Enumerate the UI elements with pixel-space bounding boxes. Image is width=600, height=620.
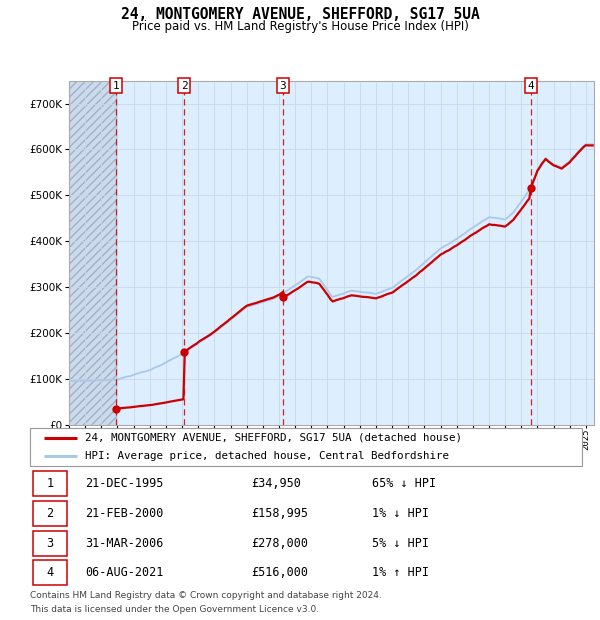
- FancyBboxPatch shape: [33, 471, 67, 496]
- Text: 2: 2: [46, 507, 53, 520]
- Text: 31-MAR-2006: 31-MAR-2006: [85, 537, 164, 549]
- Text: 06-AUG-2021: 06-AUG-2021: [85, 567, 164, 579]
- Text: 21-FEB-2000: 21-FEB-2000: [85, 507, 164, 520]
- Text: 4: 4: [46, 567, 53, 579]
- Text: 65% ↓ HPI: 65% ↓ HPI: [372, 477, 436, 490]
- FancyBboxPatch shape: [33, 531, 67, 556]
- Text: £158,995: £158,995: [251, 507, 308, 520]
- Text: HPI: Average price, detached house, Central Bedfordshire: HPI: Average price, detached house, Cent…: [85, 451, 449, 461]
- Text: £516,000: £516,000: [251, 567, 308, 579]
- FancyBboxPatch shape: [30, 428, 582, 466]
- Text: 24, MONTGOMERY AVENUE, SHEFFORD, SG17 5UA (detached house): 24, MONTGOMERY AVENUE, SHEFFORD, SG17 5U…: [85, 433, 462, 443]
- Text: £34,950: £34,950: [251, 477, 301, 490]
- FancyBboxPatch shape: [33, 501, 67, 526]
- Text: 3: 3: [280, 81, 286, 91]
- Text: 2: 2: [181, 81, 187, 91]
- Text: 1: 1: [46, 477, 53, 490]
- Text: 5% ↓ HPI: 5% ↓ HPI: [372, 537, 429, 549]
- Text: Price paid vs. HM Land Registry's House Price Index (HPI): Price paid vs. HM Land Registry's House …: [131, 20, 469, 33]
- Text: £278,000: £278,000: [251, 537, 308, 549]
- Text: 1% ↑ HPI: 1% ↑ HPI: [372, 567, 429, 579]
- Text: Contains HM Land Registry data © Crown copyright and database right 2024.: Contains HM Land Registry data © Crown c…: [30, 591, 382, 600]
- Text: 1: 1: [113, 81, 119, 91]
- Text: 1% ↓ HPI: 1% ↓ HPI: [372, 507, 429, 520]
- FancyBboxPatch shape: [33, 560, 67, 585]
- Text: 3: 3: [46, 537, 53, 549]
- Text: 21-DEC-1995: 21-DEC-1995: [85, 477, 164, 490]
- Text: This data is licensed under the Open Government Licence v3.0.: This data is licensed under the Open Gov…: [30, 604, 319, 614]
- Text: 4: 4: [527, 81, 534, 91]
- Text: 24, MONTGOMERY AVENUE, SHEFFORD, SG17 5UA: 24, MONTGOMERY AVENUE, SHEFFORD, SG17 5U…: [121, 7, 479, 22]
- Bar: [69, 81, 116, 425]
